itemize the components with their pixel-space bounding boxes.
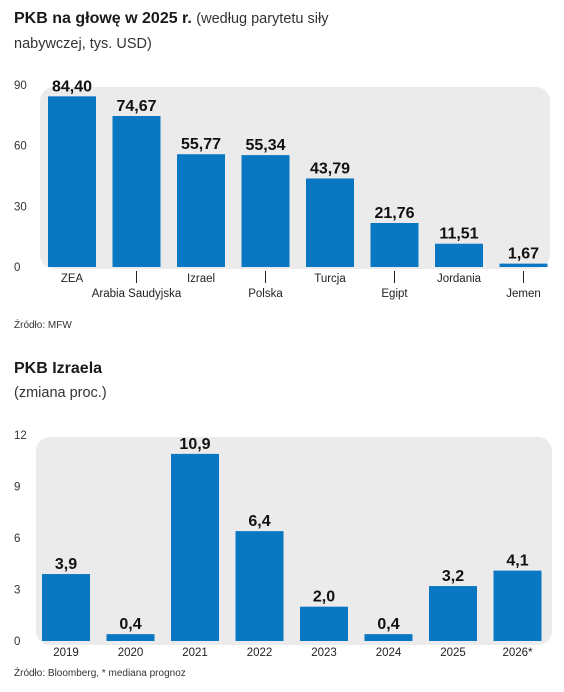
chart2-bar bbox=[429, 586, 477, 641]
chart1-subtitle: nabywczej, tys. USD) bbox=[14, 36, 152, 52]
chart2-subtitle: (zmiana proc.) bbox=[14, 385, 107, 401]
chart2-category-label: 2022 bbox=[247, 647, 273, 659]
chart1-bar bbox=[435, 243, 483, 267]
chart2-value-label: 6,4 bbox=[248, 513, 270, 530]
chart1-bar bbox=[499, 263, 548, 267]
chart1-ytick: 60 bbox=[14, 141, 27, 153]
chart1-ytick: 90 bbox=[14, 80, 27, 92]
chart1-ytick: 0 bbox=[14, 262, 20, 274]
chart2-title: PKB Izraela bbox=[14, 360, 103, 377]
chart2-ytick: 0 bbox=[14, 636, 20, 648]
chart1-panel bbox=[40, 87, 550, 269]
chart1-bar bbox=[306, 178, 354, 267]
chart2-panel bbox=[36, 437, 552, 645]
chart1-category-label: Jemen bbox=[506, 288, 541, 300]
chart2-bar bbox=[493, 570, 542, 641]
chart1-value-label: 1,67 bbox=[508, 246, 539, 263]
chart2-category-label: 2020 bbox=[118, 647, 144, 659]
chart1-value-label: 74,67 bbox=[116, 98, 156, 115]
chart2-value-label: 3,9 bbox=[55, 556, 77, 573]
chart1-value-label: 84,40 bbox=[52, 78, 92, 95]
chart1-title-row: PKB na głowę w 2025 r. (według parytetu … bbox=[14, 10, 328, 28]
chart1-category-label: Turcja bbox=[314, 273, 346, 285]
chart2-category-label: 2019 bbox=[53, 647, 79, 659]
chart1-category-label: Arabia Saudyjska bbox=[92, 288, 182, 300]
chart1-bar bbox=[112, 116, 161, 267]
chart1-bar bbox=[241, 155, 290, 267]
chart2-value-label: 0,4 bbox=[377, 616, 399, 633]
chart2-category-label: 2021 bbox=[182, 647, 208, 659]
chart2-bar bbox=[364, 634, 413, 641]
chart1-category-label: Izrael bbox=[187, 273, 215, 285]
chart2-bar bbox=[106, 634, 155, 641]
chart2-category-label: 2026* bbox=[502, 647, 533, 659]
chart1-category-label: Egipt bbox=[381, 288, 408, 300]
chart1-category-label: Polska bbox=[248, 288, 283, 300]
chart1-subtitle-inline: (według parytetu siły bbox=[196, 11, 329, 27]
chart2-value-label: 10,9 bbox=[179, 436, 210, 453]
chart2-category-label: 2025 bbox=[440, 647, 466, 659]
chart2-plot: 12 9 6 3 0 3,9 2019 0,4 2020 10,9 2021 6,4 2022 2,0 20… bbox=[14, 430, 552, 659]
chart1-source: Źródło: MFW bbox=[14, 320, 72, 331]
chart2-ytick: 9 bbox=[14, 482, 20, 494]
chart2-bar bbox=[171, 453, 219, 641]
chart2-ytick: 12 bbox=[14, 430, 27, 442]
chart2-title-row: PKB Izraela bbox=[14, 360, 102, 378]
chart1-bar bbox=[48, 96, 96, 267]
chart2-source: Źródło: Bloomberg, * mediana prognoz bbox=[14, 668, 186, 679]
chart1-bar bbox=[370, 222, 419, 267]
chart1-value-label: 55,34 bbox=[245, 137, 285, 154]
chart1-title: PKB na głowę w 2025 r. bbox=[14, 10, 192, 27]
chart2-value-label: 4,1 bbox=[506, 553, 528, 570]
chart1-value-label: 11,51 bbox=[439, 226, 478, 243]
chart2-bar bbox=[235, 531, 284, 641]
chart2-value-label: 3,2 bbox=[442, 568, 464, 585]
chart1-value-label: 55,77 bbox=[181, 136, 221, 153]
chart1-plot: 90 60 30 0 84,40 ZEA 74,67 Arabia Saudyjska 55,7… bbox=[14, 78, 550, 300]
chart2-bar bbox=[300, 606, 348, 641]
chart1-value-label: 43,79 bbox=[310, 160, 350, 177]
chart1-ytick: 30 bbox=[14, 201, 27, 213]
chart2-category-label: 2023 bbox=[311, 647, 337, 659]
chart2-value-label: 2,0 bbox=[313, 589, 335, 606]
chart1-category-label: ZEA bbox=[61, 273, 84, 285]
chart1-bar bbox=[177, 154, 225, 267]
chart2-ytick: 3 bbox=[14, 585, 20, 597]
chart1-category-label: Jordania bbox=[437, 273, 482, 285]
chart2-category-label: 2024 bbox=[376, 647, 402, 659]
chart2-value-label: 0,4 bbox=[119, 616, 141, 633]
chart2-bar bbox=[42, 574, 90, 641]
chart2-ytick: 6 bbox=[14, 533, 20, 545]
chart1-value-label: 21,76 bbox=[374, 205, 414, 222]
